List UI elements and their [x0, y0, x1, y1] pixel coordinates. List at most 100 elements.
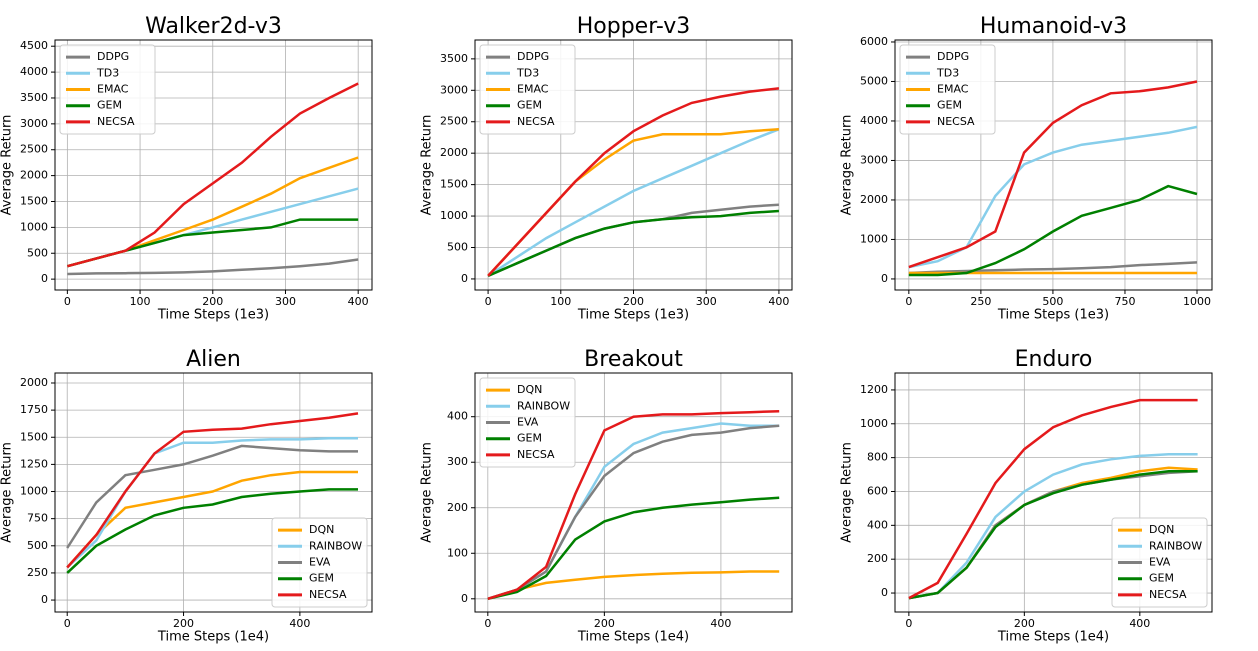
x-tick-label: 0	[905, 617, 912, 630]
x-tick-label: 200	[623, 295, 644, 308]
y-tick-label: 750	[27, 512, 48, 525]
legend-label: RAINBOW	[1149, 539, 1202, 552]
series-line	[908, 261, 1198, 275]
x-axis-label: Time Steps (1e4)	[157, 630, 269, 645]
y-tick-label: 0	[461, 592, 468, 605]
legend-box	[1111, 517, 1208, 608]
plot-frame	[894, 372, 1213, 613]
legend-label: NECSA	[1149, 588, 1187, 601]
x-axis-label: Time Steps (1e3)	[157, 308, 269, 323]
chart-title: Enduro	[1015, 347, 1093, 372]
y-tick-label: 4500	[20, 39, 48, 52]
y-tick-label: 1000	[440, 209, 468, 222]
x-tick-label: 1000	[1183, 295, 1211, 308]
legend-label: DDPG	[937, 50, 969, 63]
y-tick-label: 250	[27, 566, 48, 579]
series-line	[908, 452, 1198, 600]
x-tick-label: 750	[1114, 295, 1135, 308]
legend-label: DDPG	[97, 50, 129, 63]
x-tick-label: 0	[484, 617, 491, 630]
y-tick-label: 1000	[20, 220, 48, 233]
chart-title: Humanoid-v3	[980, 14, 1127, 39]
series-line	[66, 470, 358, 569]
chart-title: Alien	[186, 347, 241, 372]
x-tick-label: 500	[1042, 295, 1063, 308]
legend-label: GEM	[1149, 572, 1174, 585]
legend-label: EVA	[1149, 556, 1171, 569]
y-tick-label: 2000	[440, 146, 468, 159]
legend-label: GEM	[97, 99, 122, 112]
legend-label: RAINBOW	[517, 399, 570, 412]
series-line	[487, 424, 780, 600]
y-tick-label: 1200	[860, 383, 888, 396]
y-tick-label: 1000	[860, 417, 888, 430]
y-tick-label: 500	[27, 539, 48, 552]
y-tick-label: 1500	[20, 194, 48, 207]
y-tick-label: 4000	[20, 65, 48, 78]
x-axis-label: Time Steps (1e3)	[997, 308, 1109, 323]
x-tick-label: 400	[1129, 617, 1150, 630]
legend-label: DQN	[517, 383, 542, 396]
x-tick-label: 200	[202, 295, 223, 308]
y-tick-label: 1500	[440, 178, 468, 191]
y-tick-label: 2000	[860, 193, 888, 206]
series-line	[66, 412, 359, 569]
series-line	[487, 209, 779, 277]
y-tick-label: 2500	[440, 115, 468, 128]
series-line	[67, 82, 359, 268]
x-axis-label: Time Steps (1e3)	[577, 308, 689, 323]
y-tick-label: 2500	[20, 143, 48, 156]
series-line	[66, 444, 358, 549]
y-tick-label: 500	[27, 246, 48, 259]
y-tick-label: 0	[41, 593, 48, 606]
legend-box	[479, 377, 576, 468]
series-line	[487, 409, 780, 600]
y-tick-label: 1500	[20, 430, 48, 443]
y-tick-label: 0	[881, 586, 888, 599]
series-line	[908, 125, 1198, 269]
y-axis-label: Average Return	[420, 442, 435, 543]
y-tick-label: 3000	[860, 153, 888, 166]
legend-box	[479, 44, 576, 135]
series-line	[487, 128, 780, 277]
x-tick-label: 0	[64, 617, 71, 630]
y-tick-label: 2000	[20, 376, 48, 389]
legend-label: TD3	[96, 66, 119, 79]
legend-label: EMAC	[937, 83, 969, 96]
y-tick-label: 4000	[860, 114, 888, 127]
x-tick-label: 200	[594, 617, 615, 630]
legend-label: EVA	[309, 556, 331, 569]
series-line	[487, 496, 780, 601]
series-line	[487, 570, 780, 600]
y-tick-label: 5000	[860, 74, 888, 87]
legend-label: GEM	[517, 99, 542, 112]
legend-label: RAINBOW	[309, 539, 362, 552]
y-tick-label: 400	[867, 518, 888, 531]
y-tick-label: 3000	[20, 117, 48, 130]
legend-label: NECSA	[97, 115, 135, 128]
x-tick-label: 200	[173, 617, 194, 630]
x-tick-label: 100	[130, 295, 151, 308]
legend-box	[271, 517, 368, 608]
x-axis-label: Time Steps (1e4)	[577, 630, 689, 645]
legend-label: EMAC	[97, 83, 129, 96]
y-axis-label: Average Return	[840, 442, 855, 543]
legend-box	[59, 44, 156, 135]
y-tick-label: 1000	[860, 232, 888, 245]
x-tick-label: 0	[905, 295, 912, 308]
legend-label: NECSA	[517, 448, 555, 461]
y-axis-label: Average Return	[840, 115, 855, 216]
x-tick-label: 400	[348, 295, 369, 308]
legend-label: EMAC	[517, 83, 549, 96]
series-line	[66, 488, 358, 574]
y-axis-label: Average Return	[420, 115, 435, 216]
y-tick-label: 0	[881, 272, 888, 285]
series-line	[908, 398, 1198, 600]
y-tick-label: 1250	[20, 457, 48, 470]
legend-label: DDPG	[517, 50, 549, 63]
chart-title: Breakout	[584, 347, 683, 372]
legend-label: GEM	[309, 572, 334, 585]
y-axis-label: Average Return	[0, 442, 15, 543]
legend-label: GEM	[937, 99, 962, 112]
